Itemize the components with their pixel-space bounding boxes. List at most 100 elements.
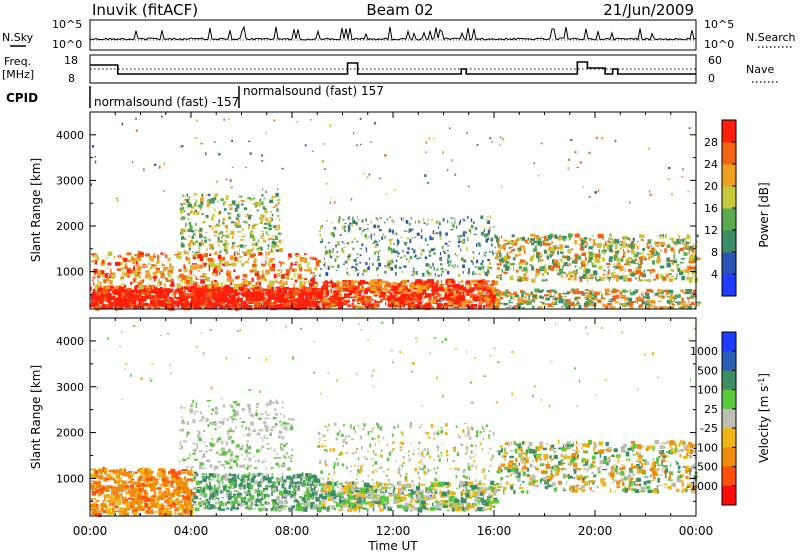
data-cell — [208, 198, 212, 203]
data-cell — [106, 272, 110, 275]
data-cell — [362, 218, 364, 221]
data-cell — [239, 261, 242, 264]
data-cell — [251, 277, 254, 283]
data-cell — [233, 251, 236, 257]
data-cell — [494, 300, 500, 303]
data-cell — [669, 259, 673, 262]
data-cell — [633, 244, 637, 245]
data-cell — [601, 137, 603, 139]
data-cell — [622, 243, 626, 248]
data-cell — [138, 513, 141, 517]
data-cell — [311, 277, 315, 282]
data-cell — [150, 509, 153, 512]
data-cell — [629, 303, 633, 307]
data-cell — [222, 234, 226, 237]
data-cell — [266, 284, 272, 290]
data-cell — [646, 288, 651, 293]
data-cell — [464, 299, 471, 303]
data-cell — [111, 486, 116, 489]
data-cell — [183, 508, 189, 510]
data-cell — [517, 254, 522, 256]
data-cell — [300, 482, 305, 487]
data-cell — [578, 243, 582, 246]
data-cell — [585, 300, 592, 304]
data-cell — [265, 231, 268, 235]
data-cell — [678, 301, 683, 305]
data-cell — [108, 276, 113, 279]
data-cell — [222, 217, 225, 221]
data-cell — [105, 508, 112, 513]
data-cell — [312, 287, 318, 294]
data-cell — [632, 247, 635, 250]
data-cell — [250, 495, 255, 500]
data-cell — [476, 144, 479, 146]
data-cell — [612, 288, 616, 292]
data-cell — [228, 117, 230, 121]
data-cell — [433, 266, 436, 271]
data-cell — [435, 221, 438, 225]
data-cell — [189, 480, 196, 482]
data-cell — [443, 252, 447, 254]
data-cell — [569, 138, 573, 141]
data-cell — [413, 267, 415, 271]
data-cell — [357, 298, 363, 300]
data-cell — [94, 160, 97, 164]
data-cell — [544, 268, 548, 273]
data-cell — [134, 488, 141, 491]
data-cell — [133, 278, 136, 282]
data-cell — [257, 247, 262, 250]
data-cell — [609, 256, 614, 259]
data-cell — [511, 234, 515, 238]
data-cell — [134, 494, 138, 500]
data-cell — [325, 182, 328, 185]
data-cell — [289, 305, 292, 308]
data-cell — [423, 222, 426, 225]
data-cell — [586, 259, 590, 261]
data-cell — [552, 263, 557, 266]
data-cell — [162, 492, 164, 497]
data-cell — [184, 295, 187, 296]
data-cell — [587, 297, 590, 301]
data-cell — [410, 271, 413, 272]
data-cell — [163, 490, 167, 496]
data-cell — [401, 285, 408, 288]
data-cell — [692, 244, 694, 247]
data-cell — [260, 234, 263, 239]
data-cell — [572, 290, 578, 295]
data-cell — [457, 302, 462, 304]
data-cell — [481, 266, 484, 268]
data-cell — [201, 238, 203, 243]
data-cell — [290, 262, 293, 266]
power-colorbar-tick-label: 28 — [704, 136, 718, 149]
data-cell — [253, 297, 259, 301]
data-cell — [174, 254, 180, 256]
data-cell — [395, 250, 399, 254]
data-cell — [293, 499, 298, 503]
data-cell — [281, 476, 284, 480]
data-cell — [179, 273, 185, 276]
data-cell — [238, 213, 241, 217]
data-cell — [221, 475, 227, 480]
data-cell — [131, 498, 136, 503]
data-cell — [542, 278, 544, 280]
data-cell — [408, 296, 412, 299]
data-cell — [537, 255, 539, 259]
data-cell — [555, 299, 558, 303]
data-cell — [190, 210, 193, 214]
data-cell — [348, 254, 351, 258]
data-cell — [501, 268, 503, 273]
data-cell — [312, 150, 314, 152]
data-cell — [375, 279, 383, 284]
data-cell — [555, 269, 558, 272]
data-cell — [242, 227, 244, 231]
data-cell — [336, 251, 338, 253]
data-cell — [375, 301, 382, 303]
data-cell — [511, 306, 516, 309]
data-cell — [353, 259, 356, 262]
data-cell — [269, 199, 274, 204]
data-cell — [159, 288, 162, 291]
data-cell — [591, 253, 596, 258]
data-cell — [336, 301, 343, 306]
data-cell — [225, 261, 230, 265]
data-cell — [417, 284, 423, 289]
